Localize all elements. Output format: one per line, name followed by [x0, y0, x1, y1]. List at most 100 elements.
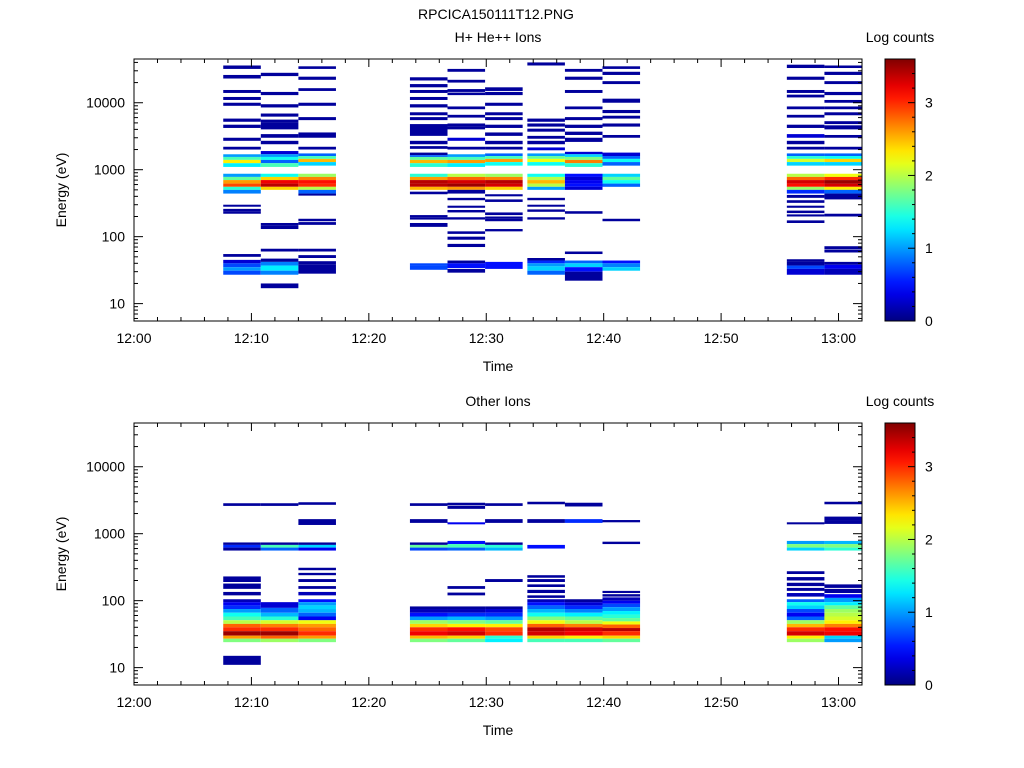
- heatmap-cell: [447, 631, 486, 636]
- heatmap-cell: [527, 153, 565, 157]
- heatmap-cell: [485, 140, 523, 145]
- heatmap-cell: [824, 547, 862, 551]
- heatmap-cell: [298, 158, 336, 163]
- heatmap-cell: [223, 211, 261, 214]
- heatmap-cell: [260, 113, 299, 117]
- heatmap-cell: [298, 572, 336, 576]
- heatmap-cell: [527, 263, 565, 267]
- heatmap-cell: [447, 137, 486, 141]
- heatmap-cell: [824, 261, 862, 265]
- heatmap-cell: [409, 638, 448, 643]
- heatmap-cell: [447, 205, 486, 208]
- heatmap-cell: [409, 180, 448, 184]
- heatmap-cell: [564, 151, 603, 155]
- heatmap-cell: [260, 607, 299, 613]
- heatmap-cell: [564, 211, 603, 214]
- heatmap-cell: [223, 599, 261, 603]
- heatmap-cell: [485, 132, 523, 136]
- heatmap-cell: [409, 623, 448, 628]
- heatmap-cell: [260, 156, 299, 160]
- heatmap-cell: [527, 612, 565, 617]
- heatmap-cell: [485, 176, 523, 181]
- colorbar-scale: [884, 58, 916, 322]
- heatmap-cell: [223, 118, 261, 122]
- x-tick-label: 12:30: [469, 694, 504, 710]
- heatmap-cell: [447, 260, 486, 264]
- heatmap-cell: [409, 635, 448, 639]
- heatmap-cell: [447, 114, 486, 118]
- heatmap-cell: [564, 271, 603, 281]
- heatmap-cell: [824, 264, 862, 269]
- heatmap-cell: [223, 503, 261, 506]
- heatmap-cell: [824, 612, 862, 617]
- heatmap-cell: [298, 542, 336, 545]
- heatmap-cell: [527, 609, 565, 613]
- heatmap-cell: [260, 183, 299, 187]
- heatmap-cell: [527, 589, 565, 594]
- heatmap-cell: [447, 638, 486, 643]
- heatmap-cell: [527, 627, 565, 632]
- heatmap-cell: [564, 154, 603, 157]
- heatmap-cell: [223, 605, 261, 610]
- heatmap-cell: [527, 579, 565, 582]
- heatmap-cell: [409, 544, 448, 548]
- heatmap-cell: [527, 575, 565, 578]
- heatmap-cell: [786, 268, 825, 275]
- heatmap-cell: [602, 123, 641, 127]
- heatmap-cell: [527, 180, 565, 184]
- heatmap-cell: [527, 620, 565, 624]
- heatmap-cell: [564, 76, 603, 80]
- heatmap-cell: [824, 183, 862, 187]
- heatmap-cell: [223, 74, 261, 79]
- heatmap-cell: [527, 209, 565, 212]
- heatmap-cell: [786, 214, 825, 217]
- heatmap-cell: [564, 519, 603, 523]
- plot-frame: [133, 422, 863, 686]
- heatmap-cell: [485, 124, 523, 128]
- heatmap-cell: [260, 623, 299, 628]
- x-tick-label: 12:10: [234, 330, 269, 346]
- heatmap-cell: [223, 208, 261, 212]
- heatmap-cell: [223, 270, 261, 275]
- heatmap-cell: [786, 593, 825, 597]
- y-tick-label: 10000: [86, 459, 125, 475]
- heatmap-cell: [485, 606, 523, 610]
- heatmap-cell: [824, 594, 862, 598]
- heatmap-cell: [602, 631, 641, 636]
- heatmap-cell: [824, 602, 862, 606]
- heatmap-cell: [527, 62, 565, 66]
- heatmap-cell: [786, 194, 825, 198]
- heatmap-cell: [298, 627, 336, 632]
- heatmap-cell: [447, 505, 486, 509]
- heatmap-cell: [260, 173, 299, 177]
- y-tick-label: 1000: [94, 526, 125, 542]
- heatmap-cell: [223, 612, 261, 617]
- heatmap-cell: [564, 124, 603, 128]
- heatmap-cell: [564, 267, 603, 272]
- heatmap-cell: [786, 76, 825, 80]
- heatmap-cell: [485, 261, 523, 269]
- heatmap-cell: [786, 265, 825, 269]
- heatmap-cell: [223, 609, 261, 613]
- heatmap-cell: [786, 64, 825, 69]
- heatmap-cell: [602, 158, 641, 163]
- heatmap-cell: [786, 605, 825, 610]
- heatmap-cell: [298, 605, 336, 610]
- heatmap-cell: [409, 163, 448, 167]
- heatmap-cell: [485, 102, 523, 106]
- heatmap-cell: [485, 199, 523, 202]
- heatmap-cell: [564, 163, 603, 167]
- heatmap-cell: [485, 616, 523, 621]
- heatmap-cell: [298, 176, 336, 181]
- heatmap-cell: [298, 76, 336, 80]
- heatmap-cell: [260, 104, 299, 108]
- heatmap-cell: [527, 118, 565, 122]
- x-tick-label: 12:30: [469, 330, 504, 346]
- heatmap-cell: [409, 265, 448, 270]
- heatmap-cell: [298, 623, 336, 628]
- heatmap-cell: [602, 635, 641, 639]
- heatmap-cell: [824, 501, 862, 505]
- heatmap-cell: [824, 153, 862, 157]
